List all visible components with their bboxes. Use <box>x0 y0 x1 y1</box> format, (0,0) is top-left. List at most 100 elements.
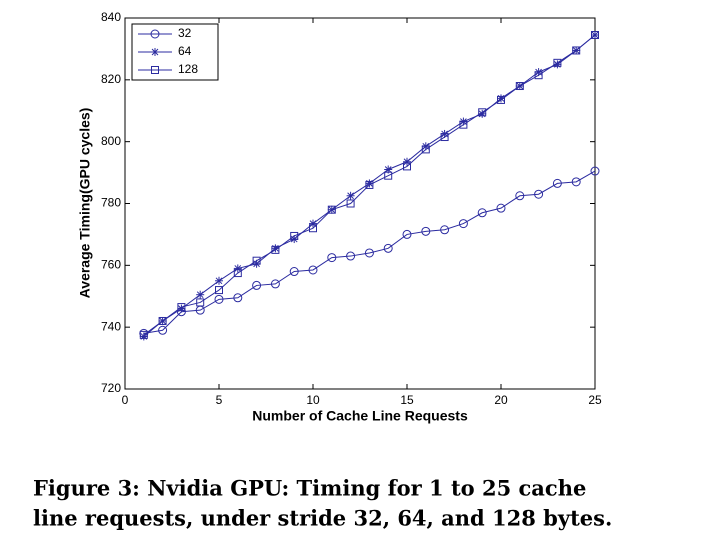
marker <box>289 267 299 277</box>
marker-square <box>158 316 167 325</box>
marker <box>215 276 223 285</box>
marker-circle <box>252 280 262 290</box>
marker-square <box>290 231 299 240</box>
marker-square <box>196 298 205 307</box>
marker-circle <box>590 166 600 176</box>
marker-square <box>139 330 148 339</box>
marker-circle <box>233 293 243 303</box>
marker-circle <box>308 265 318 275</box>
y-tick-label: 760 <box>101 258 121 272</box>
marker-square <box>497 95 505 104</box>
marker-square <box>177 303 186 312</box>
marker-star-stroke <box>384 166 392 173</box>
marker <box>459 120 468 129</box>
marker <box>214 294 224 304</box>
x-tick-label: 20 <box>494 393 508 407</box>
marker-square <box>403 162 411 171</box>
marker <box>478 108 487 117</box>
marker <box>458 219 468 229</box>
marker <box>270 279 280 289</box>
x-tick-label: 10 <box>306 393 320 407</box>
marker <box>572 46 581 55</box>
marker <box>421 226 431 236</box>
marker-circle <box>440 225 450 235</box>
marker <box>139 332 148 341</box>
marker-square <box>478 108 487 117</box>
marker <box>271 245 280 254</box>
marker <box>327 205 336 214</box>
marker-star-stroke <box>347 192 354 200</box>
marker <box>151 48 159 56</box>
marker-circle <box>458 219 468 229</box>
y-tick-label: 720 <box>101 381 121 395</box>
marker <box>383 243 393 253</box>
marker <box>553 58 562 67</box>
marker <box>515 82 524 91</box>
marker-star-stroke <box>151 48 159 56</box>
caption-line: Figure 3: Nvidia GPU: Timing for 1 to 25… <box>33 476 586 501</box>
marker-square <box>591 31 599 40</box>
marker-circle <box>552 178 562 188</box>
x-tick-label: 0 <box>122 393 129 407</box>
series-line <box>143 170 596 334</box>
marker <box>515 191 525 201</box>
y-tick-label: 740 <box>101 319 121 333</box>
marker-square <box>271 245 280 254</box>
marker-circle <box>150 29 160 39</box>
marker <box>384 165 393 174</box>
legend-label: 32 <box>178 26 192 40</box>
marker <box>309 219 317 228</box>
marker <box>591 31 599 40</box>
marker-circle <box>214 294 224 304</box>
marker-circle <box>571 177 581 187</box>
marker <box>290 231 299 240</box>
marker <box>477 208 487 218</box>
marker-circle <box>477 208 487 218</box>
marker <box>327 253 337 263</box>
marker <box>402 229 412 239</box>
marker <box>252 256 261 265</box>
marker-star-stroke <box>215 277 223 285</box>
marker <box>497 95 505 104</box>
marker <box>384 171 393 180</box>
marker-circle <box>383 243 393 253</box>
marker <box>365 180 374 189</box>
marker-square <box>440 133 449 142</box>
marker-star-stroke <box>403 158 411 166</box>
marker-square <box>309 224 317 233</box>
marker <box>403 162 411 171</box>
marker-square <box>252 256 261 265</box>
marker <box>196 290 205 299</box>
marker <box>151 66 159 74</box>
marker-square <box>384 171 393 180</box>
x-tick-label: 5 <box>216 393 223 407</box>
marker-circle <box>364 248 374 258</box>
marker <box>534 71 543 80</box>
marker <box>403 157 411 166</box>
marker-square <box>459 120 468 129</box>
marker <box>233 293 243 303</box>
marker <box>215 286 223 295</box>
marker-star-stroke <box>196 291 204 299</box>
marker-circle <box>327 253 337 263</box>
x-tick-label: 15 <box>400 393 414 407</box>
legend-label: 64 <box>178 44 192 58</box>
marker-square <box>534 71 543 80</box>
y-tick-label: 780 <box>101 196 121 210</box>
marker <box>421 145 430 154</box>
marker-square <box>553 58 562 67</box>
marker-circle <box>402 229 412 239</box>
marker <box>534 189 544 199</box>
y-axis-label: Average Timing(GPU cycles) <box>77 108 93 299</box>
marker <box>346 199 355 208</box>
y-tick-label: 820 <box>101 72 121 86</box>
marker-square <box>572 46 581 55</box>
marker <box>346 251 356 261</box>
marker <box>364 248 374 258</box>
marker <box>440 133 449 142</box>
marker-square <box>215 286 223 295</box>
marker <box>496 203 506 213</box>
marker <box>233 269 242 278</box>
